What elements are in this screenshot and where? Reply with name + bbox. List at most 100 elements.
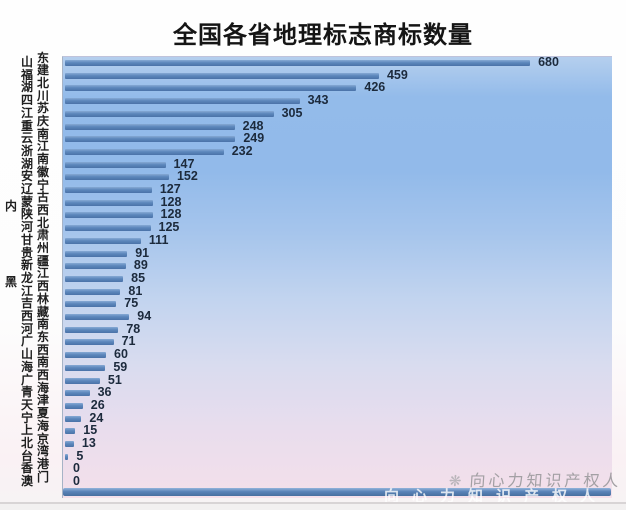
value-label: 75	[124, 296, 139, 311]
value-label: 78	[126, 321, 141, 336]
value-label: 0	[73, 461, 80, 476]
value-label: 26	[90, 397, 105, 412]
axis-label-char: 京	[36, 431, 49, 446]
bar	[65, 60, 531, 66]
axis-label-char: 夏	[36, 406, 49, 421]
bar	[65, 123, 235, 130]
axis-label-char: 林	[36, 291, 49, 306]
axis-label-char: 浙	[20, 143, 33, 158]
chart-title: 全国各省地理标志商标数量	[173, 22, 473, 49]
axis-label-char: 江	[36, 266, 49, 281]
bar	[65, 275, 124, 282]
axis-label-char: 安	[20, 169, 33, 184]
axis-label-char: 吉	[20, 296, 33, 311]
watermark-overlay-text: 向心力知识产权人	[384, 488, 609, 505]
axis-label-char: 湾	[36, 444, 49, 459]
bar	[65, 199, 153, 206]
axis-label-char: 西	[36, 368, 49, 382]
value-label: 343	[307, 93, 329, 108]
axis-label-char: 四	[20, 93, 33, 108]
axis-label-char: 黑	[4, 275, 17, 290]
axis-label-char: 江	[36, 139, 49, 154]
value-label: 0	[73, 474, 80, 489]
axis-label-char: 建	[36, 63, 49, 78]
axis-label-char: 上	[20, 423, 33, 438]
bar	[65, 364, 106, 371]
value-label: 680	[538, 55, 559, 69]
axis-label-char: 徽	[36, 164, 49, 179]
axis-label-char: 西	[36, 342, 49, 357]
bar	[65, 441, 74, 447]
axis-label-char: 山	[20, 347, 33, 362]
axis-label-char: 湖	[20, 156, 33, 171]
bar	[65, 136, 236, 143]
axis-labels: 东山建福北湖川四苏江庆重南云江浙南湖徽安宁辽古蒙内西陕北河肃甘州贵疆新江龙黑西江…	[0, 0, 62, 510]
axis-label-char: 州	[36, 241, 49, 255]
bar	[65, 72, 379, 79]
axis-label-char: 南	[36, 126, 49, 141]
axis-label-char: 藏	[36, 304, 49, 319]
bar	[65, 314, 130, 320]
axis-label-char: 海	[36, 418, 49, 433]
axis-label-char: 江	[20, 105, 33, 120]
axis-label-char: 云	[20, 131, 33, 146]
value-label: 127	[159, 182, 181, 196]
axis-label-char: 龙	[20, 270, 33, 285]
value-label: 305	[281, 105, 303, 120]
axis-label-char: 古	[36, 190, 49, 205]
bar	[65, 415, 82, 422]
axis-label-char: 甘	[20, 232, 33, 247]
bar	[65, 402, 83, 409]
value-label: 81	[128, 283, 143, 298]
axis-label-char: 新	[20, 258, 33, 273]
axis-label-char: 北	[20, 436, 33, 450]
value-label: 13	[81, 436, 96, 450]
axis-label-char: 广	[20, 334, 33, 349]
bar	[65, 263, 126, 270]
axis-label-char: 蒙	[20, 194, 33, 209]
axis-label-char: 广	[20, 372, 33, 387]
axis-label-char: 东	[36, 329, 49, 344]
bar	[65, 453, 69, 460]
axis-label-char: 西	[36, 202, 49, 217]
bar	[65, 237, 141, 244]
bar	[65, 352, 107, 359]
axis-label-char: 江	[20, 283, 33, 298]
value-label: 248	[242, 118, 264, 133]
axis-label-char: 港	[36, 456, 49, 471]
axis-label-char: 西	[36, 279, 49, 294]
value-label: 89	[133, 258, 148, 273]
bar	[65, 250, 128, 257]
bar	[65, 110, 274, 117]
bar	[65, 225, 151, 232]
bar	[65, 212, 153, 219]
value-label: 85	[131, 270, 146, 285]
value-label: 128	[160, 207, 182, 222]
value-label: 24	[89, 410, 104, 425]
axis-label-char: 东	[36, 50, 49, 65]
axis-label-char: 河	[20, 220, 33, 235]
bar	[65, 148, 224, 155]
axis-label-char: 重	[20, 118, 33, 133]
axis-label-char: 宁	[36, 177, 49, 192]
axis-label-char: 苏	[36, 101, 49, 116]
axis-label-char: 北	[36, 215, 49, 230]
plot-area: 680 459 426 343 305 248 249 232 147 152 127 128 128 1…	[62, 56, 612, 498]
value-label: 36	[97, 385, 112, 400]
bar	[65, 288, 121, 295]
value-label: 71	[121, 334, 136, 349]
bar	[65, 428, 76, 435]
value-label: 15	[83, 423, 98, 438]
value-label: 60	[114, 347, 128, 362]
bar	[65, 187, 152, 193]
bar	[65, 301, 117, 308]
bar	[65, 174, 169, 181]
value-label: 51	[107, 372, 122, 387]
baseline-bar	[63, 488, 611, 496]
value-label: 147	[173, 156, 195, 171]
axis-label-char: 香	[20, 461, 33, 476]
axis-label-char: 津	[36, 393, 49, 408]
axis-label-char: 南	[36, 355, 49, 370]
axis-label-char: 天	[20, 397, 33, 412]
